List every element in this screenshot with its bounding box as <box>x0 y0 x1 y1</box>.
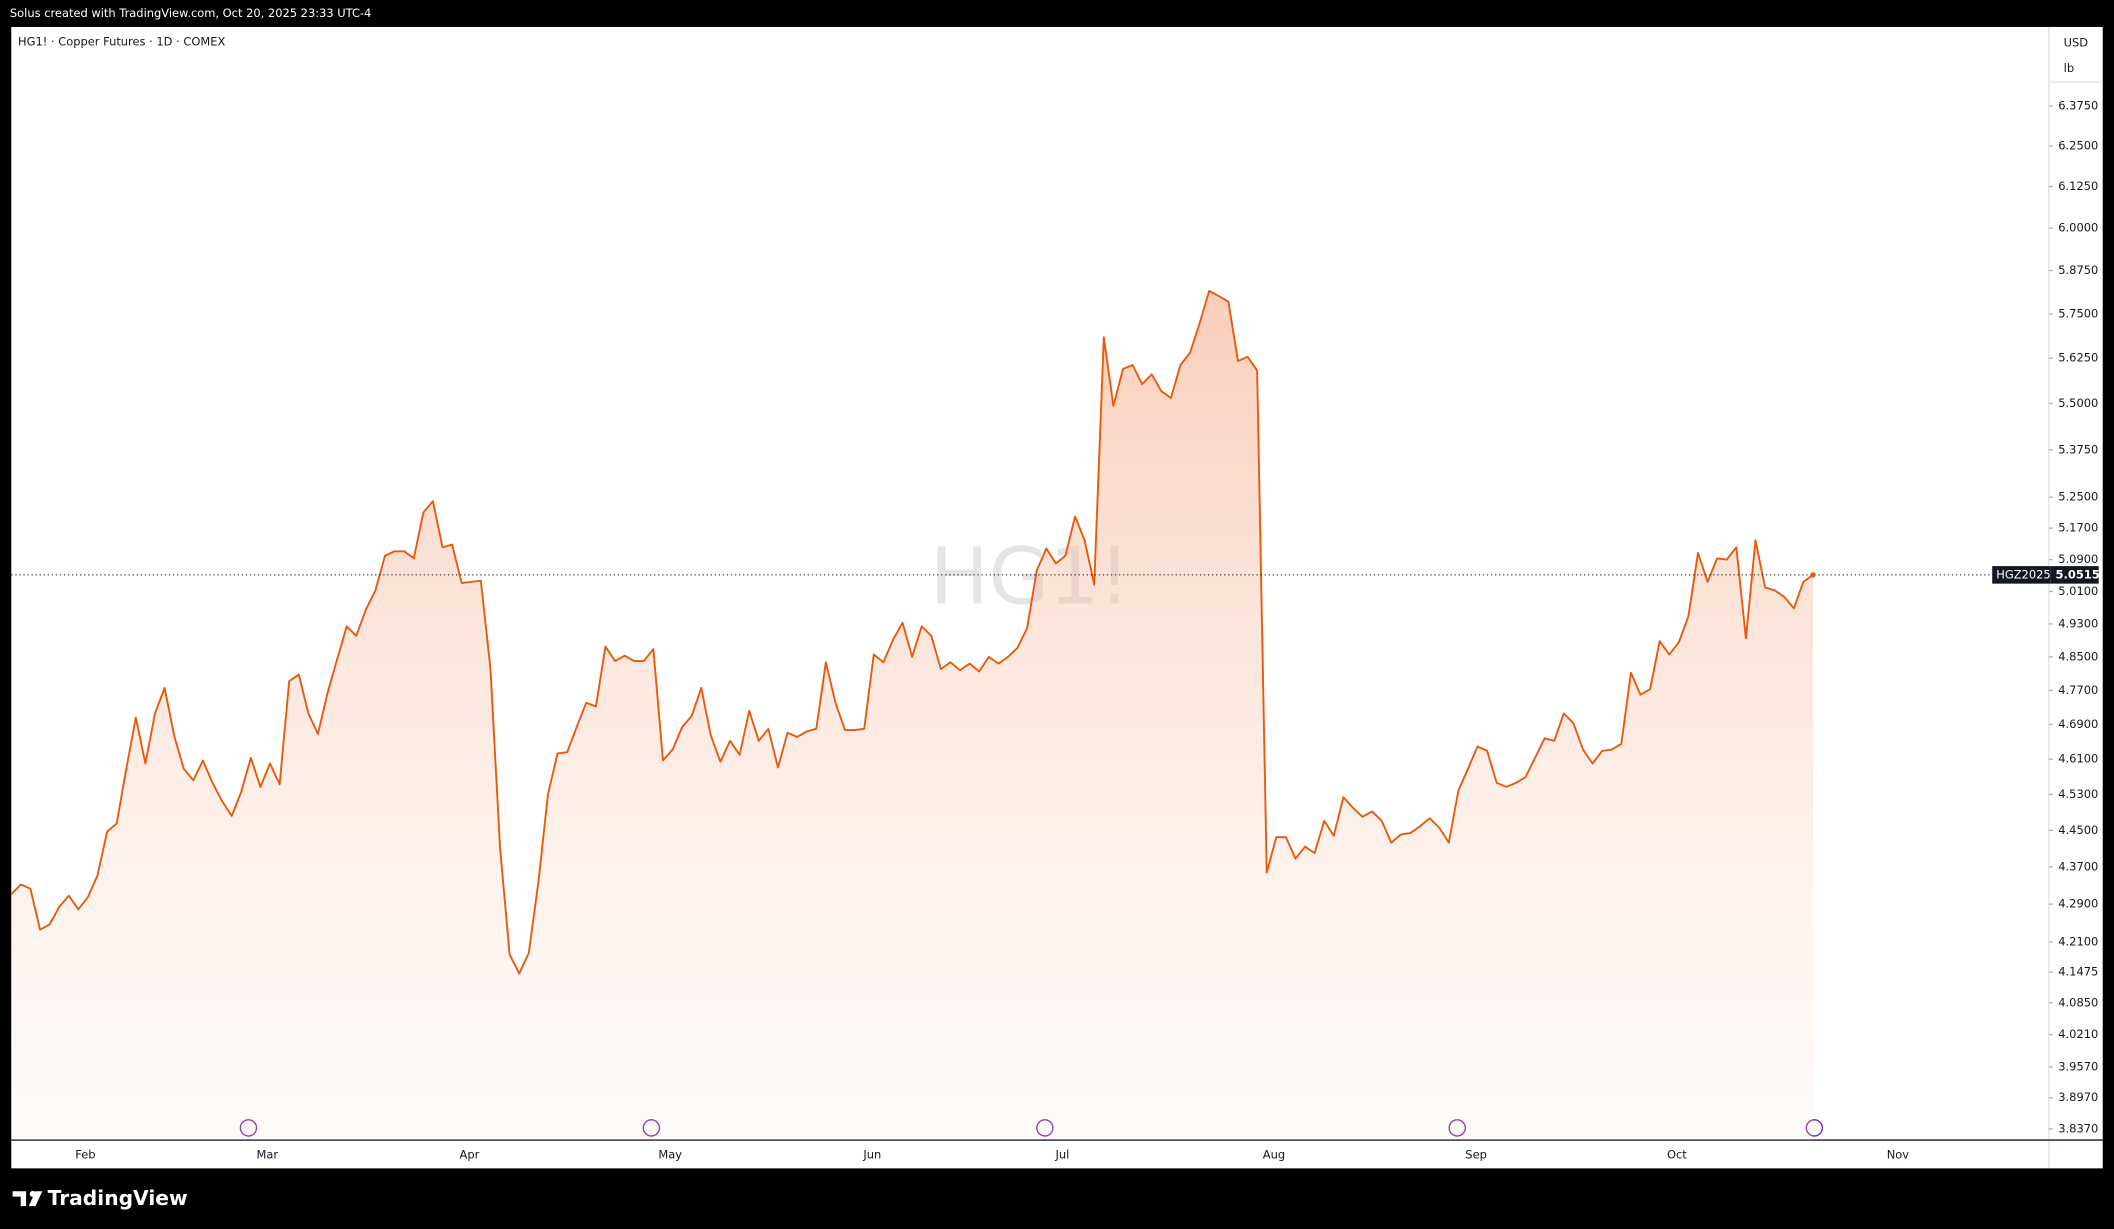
y-tick-label: 4.6900 <box>2058 717 2098 731</box>
y-tick-label: 5.0100 <box>2058 584 2098 598</box>
y-tick-label: 5.2500 <box>2058 490 2098 504</box>
currency: USD <box>2064 36 2089 50</box>
x-tick-label: Sep <box>1465 1147 1487 1161</box>
y-tick-label: 6.1250 <box>2058 179 2098 193</box>
brand-name: TradingView <box>48 1186 188 1210</box>
y-tick-label: 4.5300 <box>2058 787 2098 801</box>
y-tick-label: 5.0900 <box>2058 552 2098 566</box>
y-tick-label: 4.0210 <box>2058 1027 2098 1041</box>
x-tick-label: May <box>658 1147 682 1161</box>
y-tick-label: 4.0850 <box>2058 995 2098 1009</box>
y-tick-label: 4.2100 <box>2058 935 2098 949</box>
area-fill <box>11 290 1813 1141</box>
last-point <box>1810 572 1816 578</box>
y-tick-label: 4.1475 <box>2058 965 2098 979</box>
last-value-bg <box>2050 566 2099 584</box>
y-tick-label: 5.6250 <box>2058 351 2098 365</box>
last-value-label: 5.0515 <box>2056 567 2100 581</box>
y-tick-label: 3.8970 <box>2058 1090 2098 1104</box>
y-tick-label: 6.2500 <box>2058 138 2098 152</box>
y-tick-label: 3.8370 <box>2058 1122 2098 1136</box>
unit: lb <box>2064 61 2074 75</box>
y-tick-label: 5.7500 <box>2058 306 2098 320</box>
x-tick-label: Feb <box>75 1147 95 1161</box>
x-tick-label: Aug <box>1263 1147 1285 1161</box>
x-tick-label: Jul <box>1054 1147 1069 1161</box>
y-tick-label: 3.9570 <box>2058 1059 2098 1073</box>
y-tick-label: 5.3750 <box>2058 442 2098 456</box>
x-tick-label: Oct <box>1667 1147 1687 1161</box>
y-tick-label: 4.3700 <box>2058 859 2098 873</box>
y-tick-label: 4.7700 <box>2058 683 2098 697</box>
y-tick-label: 4.4500 <box>2058 823 2098 837</box>
y-tick-label: 4.6100 <box>2058 752 2098 766</box>
y-tick-label: 5.1700 <box>2058 521 2098 535</box>
y-tick-label: 5.5000 <box>2058 396 2098 410</box>
chart-title: HG1! · Copper Futures · 1D · COMEX <box>18 34 225 48</box>
y-tick-label: 4.9300 <box>2058 616 2098 630</box>
x-tick-label: Apr <box>460 1147 480 1161</box>
y-tick-label: 6.3750 <box>2058 98 2098 112</box>
brand-logo-dot <box>29 1190 36 1198</box>
x-tick-label: Mar <box>257 1147 279 1161</box>
x-tick-label: Nov <box>1887 1147 1910 1161</box>
y-tick-label: 5.8750 <box>2058 263 2098 277</box>
header-text: Solus created with TradingView.com, Oct … <box>10 6 371 20</box>
y-tick-label: 4.2900 <box>2058 897 2098 911</box>
symbol-label: HGZ2025 <box>1996 567 2050 581</box>
price-line <box>10 289 1814 975</box>
y-tick-label: 6.0000 <box>2058 221 2098 235</box>
brand: TradingView <box>12 1186 188 1210</box>
y-tick-label: 4.8500 <box>2058 649 2098 663</box>
symbol-label-bg <box>1992 566 2051 584</box>
x-tick-label: Jun <box>862 1147 881 1161</box>
